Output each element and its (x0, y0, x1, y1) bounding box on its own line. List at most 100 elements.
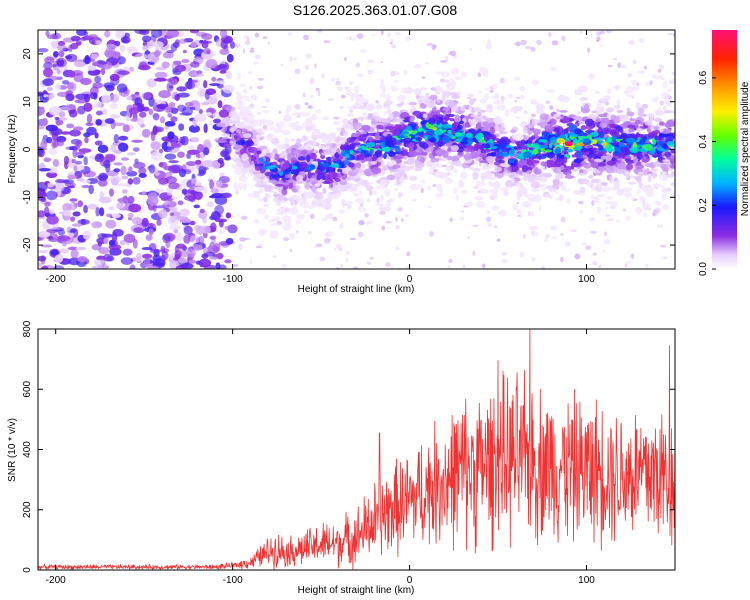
heatmap-speckle (512, 42, 516, 46)
heatmap-ridge-blob (444, 177, 453, 185)
heatmap-ridge-blob (595, 185, 603, 193)
heatmap-ridge-blob (297, 197, 307, 205)
heatmap-noise-blob (150, 30, 163, 38)
heatmap-speckle (426, 205, 432, 208)
heatmap-noise-blob (158, 90, 172, 99)
heatmap-speckle (460, 210, 465, 213)
heatmap-ridge-blob (295, 185, 301, 190)
heatmap-noise-blob (127, 178, 134, 185)
heatmap-ridge-blob (538, 139, 548, 143)
heatmap-ridge-blob (295, 213, 306, 220)
heatmap-speckle (405, 36, 411, 42)
heatmap-ridge-blob (618, 142, 625, 148)
heatmap-ridge-blob (363, 179, 369, 188)
heatmap-ridge-blob (635, 102, 641, 109)
heatmap-noise-blob (93, 40, 103, 45)
heatmap-ridge-blob (514, 173, 521, 177)
heatmap-speckle (525, 46, 532, 50)
heatmap-ridge-blob (527, 137, 533, 145)
heatmap-ridge-blob (490, 151, 497, 157)
heatmap-ridge-blob (380, 194, 384, 202)
heatmap-noise-blob (120, 36, 131, 44)
heatmap-noise-blob (111, 213, 121, 219)
heatmap-speckle (591, 217, 595, 221)
heatmap-speckle (541, 266, 545, 269)
heatmap-noise-blob (165, 146, 175, 150)
heatmap-ridge-blob (400, 87, 409, 94)
heatmap-ridge-blob (654, 75, 663, 80)
heatmap-noise-blob (77, 256, 88, 263)
heatmap-ridge-blob (285, 109, 290, 117)
heatmap-speckle (622, 208, 627, 212)
heatmap-noise-blob (58, 117, 68, 121)
heatmap-ridge-blob (374, 132, 380, 140)
heatmap-speckle (637, 37, 645, 44)
heatmap-ridge-blob (435, 192, 444, 198)
heatmap-speckle (472, 224, 479, 228)
heatmap-speckle (514, 76, 521, 81)
heatmap-ridge-blob (304, 182, 310, 190)
heatmap-ridge-blob (283, 114, 292, 121)
heatmap-noise-blob (203, 80, 208, 89)
heatmap-ridge-blob (450, 105, 459, 113)
heatmap-ridge-blob (434, 149, 444, 156)
heatmap-speckle (457, 91, 461, 96)
heatmap-speckle (514, 99, 518, 103)
y-tick-label: 0 (22, 567, 33, 573)
heatmap-noise-blob (82, 230, 91, 240)
heatmap-speckle (294, 68, 301, 75)
heatmap-ridge-blob (475, 133, 482, 141)
heatmap-ridge-blob (385, 126, 395, 130)
heatmap-speckle (326, 230, 334, 237)
heatmap-speckle (267, 41, 270, 45)
heatmap-speckle (340, 263, 343, 268)
heatmap-ridge-blob (298, 161, 308, 169)
heatmap-ridge-blob (605, 165, 615, 174)
heatmap-ridge-blob (642, 202, 651, 211)
heatmap-ridge-blob (503, 190, 509, 197)
heatmap-ridge-blob (325, 197, 332, 203)
heatmap-speckle (349, 109, 354, 113)
heatmap-noise-blob (170, 141, 178, 148)
heatmap-ridge-blob (409, 116, 415, 123)
heatmap-speckle (307, 105, 314, 110)
heatmap-noise-blob (105, 44, 117, 49)
heatmap-ridge-blob (542, 172, 553, 178)
heatmap-noise-blob (77, 105, 86, 115)
heatmap-ridge-blob (234, 143, 241, 150)
heatmap-ridge-blob (579, 209, 584, 214)
heatmap-speckle (519, 251, 525, 257)
heatmap-speckle (333, 116, 340, 120)
heatmap-noise-blob (101, 233, 114, 238)
heatmap-noise-blob (125, 112, 131, 122)
heatmap-noise-blob (209, 179, 215, 190)
heatmap-ridge-blob (343, 122, 351, 130)
heatmap-speckle (376, 197, 381, 204)
heatmap-ridge-blob (396, 154, 402, 160)
heatmap-noise-blob (149, 248, 162, 254)
heatmap-ridge-blob (472, 167, 481, 172)
heatmap-ridge-blob (483, 135, 491, 141)
heatmap-ridge-blob (539, 176, 548, 183)
heatmap-ridge-blob (367, 113, 373, 120)
heatmap-noise-blob (198, 210, 208, 220)
heatmap-noise-blob (211, 93, 222, 99)
colorbar: 0.0 0.2 0.4 0.6 Normalized spectral amplitu… (698, 30, 750, 276)
heatmap-ridge-blob (459, 105, 466, 112)
heatmap-ridge-blob (408, 150, 418, 158)
heatmap-ridge-blob (554, 173, 565, 180)
heatmap-ridge-blob (282, 182, 290, 186)
heatmap-ridge-blob (572, 115, 583, 121)
heatmap-noise-blob (134, 97, 143, 106)
heatmap-ridge-blob (396, 103, 404, 107)
heatmap-speckle (483, 189, 489, 194)
heatmap-noise-blob (109, 188, 114, 197)
heatmap-noise-blob (148, 108, 154, 115)
heatmap-ridge-blob (664, 151, 672, 158)
heatmap-ridge-blob (348, 186, 358, 192)
heatmap-noise-blob (52, 159, 60, 168)
heatmap-speckle (328, 238, 331, 242)
heatmap-speckle (406, 251, 411, 257)
heatmap-noise-blob (54, 116, 60, 121)
